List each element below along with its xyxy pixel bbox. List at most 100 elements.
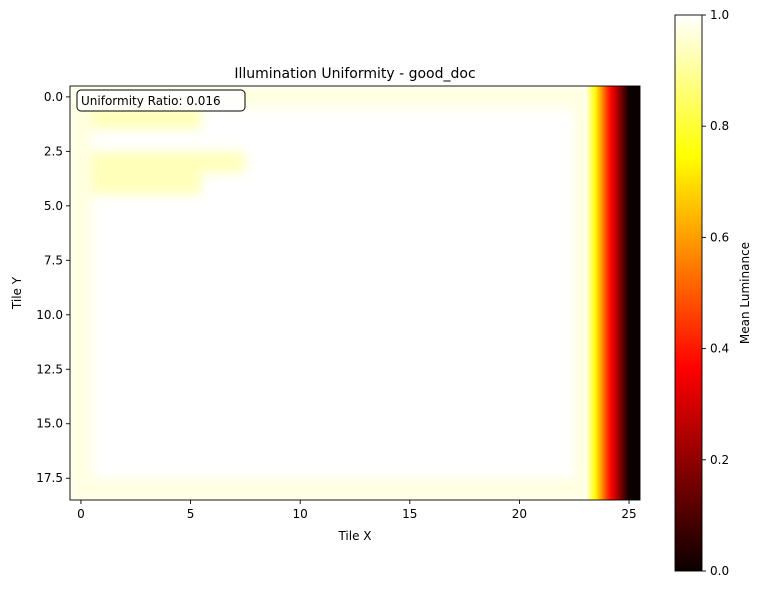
heatmap-cell [223,216,246,240]
heatmap-cell [245,238,268,261]
heatmap-cell [91,325,115,349]
y-tick-label: 7.5 [44,253,63,267]
y-axis-label: Tile Y [10,276,24,310]
heatmap-cell [442,456,466,479]
heatmap-cell [333,282,356,305]
heatmap-cell [267,282,290,305]
heatmap-cell [420,107,444,131]
heatmap-cell [113,282,137,305]
heatmap-cell [267,216,290,240]
heatmap-cell [157,238,181,261]
heatmap-cell [530,434,553,458]
heatmap-cell [486,478,510,500]
heatmap-cell [311,369,334,392]
colorbar: 0.0 0.2 0.4 0.6 0.8 1.0 Mean Luminance [674,8,752,578]
heatmap-cell [267,129,290,152]
heatmap-cell [113,369,137,392]
heatmap-cell [552,325,575,349]
heatmap-cell [223,282,246,305]
heatmap-cell [420,238,444,261]
heatmap-cell [201,282,225,305]
heatmap-cell [201,151,225,174]
heatmap-cell [333,238,356,261]
heatmap-cell [442,369,466,392]
heatmap-cell [376,194,400,218]
heatmap-cell [376,412,400,436]
heatmap-cell [289,107,312,131]
heatmap-cell [376,86,400,109]
heatmap-cell [267,107,290,131]
heatmap-cell [267,456,290,479]
heatmap-cell [333,303,356,327]
heatmap-cell [311,129,334,152]
heatmap-cell [289,303,312,327]
heatmap-cell [398,456,422,479]
heatmap-cell [223,412,246,436]
heatmap-cell [333,478,356,500]
colorbar-gradient [675,15,702,571]
heatmap-cell [486,369,510,392]
heatmap-cell [486,391,510,414]
x-axis-label: Tile X [337,529,371,543]
heatmap-cell [113,107,137,131]
heatmap-cell [135,347,159,370]
heatmap-cell [179,478,203,500]
heatmap-cell [91,151,115,174]
heatmap-cell [486,282,510,305]
heatmap-cell [552,151,575,174]
heatmap-cell [289,456,312,479]
heatmap-cell [355,173,378,196]
heatmap-cell [179,238,203,261]
heatmap-cell [135,456,159,479]
heatmap-cell [398,107,422,131]
heatmap-cell [464,151,488,174]
colorbar-tick-label: 0.0 [710,564,729,578]
heatmap-cell [157,456,181,479]
heatmap-cell [91,260,115,283]
heatmap-cell [530,238,553,261]
heatmap-cell [333,456,356,479]
heatmap-cell [442,434,466,458]
heatmap-cell [420,347,444,370]
heatmap-cell [398,478,422,500]
heatmap-cell [223,151,246,174]
heatmap-cell [355,194,378,218]
heatmap-cell [486,151,510,174]
heatmap-cell [486,194,510,218]
heatmap-cell [552,391,575,414]
heatmap-cell [91,434,115,458]
heatmap-cell [420,194,444,218]
heatmap-cell [398,173,422,196]
heatmap-cell [91,238,115,261]
heatmap-cell [113,412,137,436]
heatmap-cell [355,216,378,240]
heatmap-cell [289,391,312,414]
heatmap-cell [267,391,290,414]
heatmap-cell [420,412,444,436]
heatmap-cell [398,325,422,349]
heatmap-cell [135,325,159,349]
heatmap-cell [333,194,356,218]
heatmap-cell [223,303,246,327]
heatmap-cell [464,238,488,261]
heatmap-cell [70,456,93,479]
heatmap-cell [179,412,203,436]
heatmap-cell [113,325,137,349]
heatmap-cell [201,412,225,436]
y-tick-label: 12.5 [36,362,63,376]
colorbar-frame [674,14,703,572]
heatmap-cell [376,173,400,196]
heatmap-cell [311,151,334,174]
heatmap-cell [355,369,378,392]
heatmap-cell [398,216,422,240]
heatmap-cell [464,325,488,349]
heatmap-cell [223,434,246,458]
heatmap-cell [333,347,356,370]
uniformity-ratio-text: Uniformity Ratio: 0.016 [81,94,221,108]
heatmap-cell [179,216,203,240]
heatmap-cell [179,282,203,305]
heatmap-cell [376,347,400,370]
heatmap-cell [245,369,268,392]
heatmap-cell [464,216,488,240]
